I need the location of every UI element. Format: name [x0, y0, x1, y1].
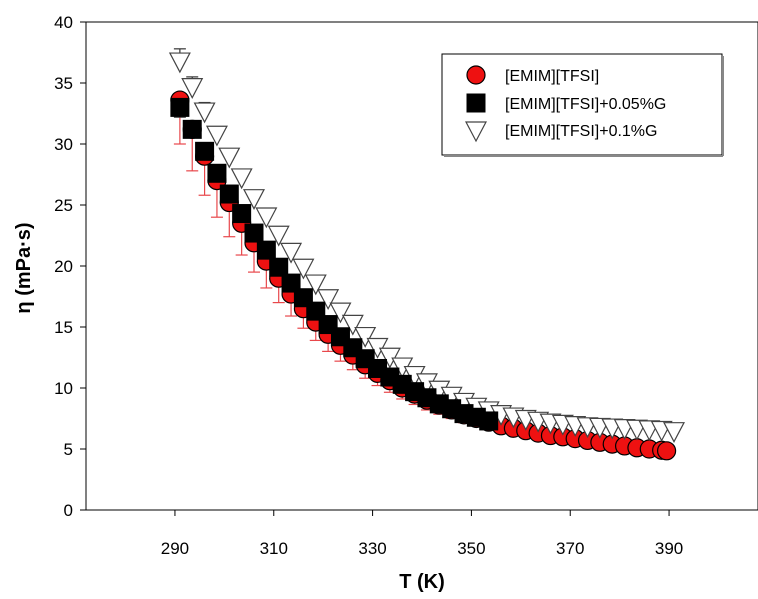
data-point — [479, 411, 499, 431]
data-point — [281, 273, 301, 293]
data-point — [255, 207, 278, 229]
y-tick-label: 20 — [54, 257, 73, 276]
y-axis-title: η (mPa·s) — [13, 222, 35, 313]
y-tick-label: 0 — [64, 501, 73, 520]
data-point — [354, 326, 377, 348]
legend-label-0: [EMIM][TFSI] — [505, 68, 599, 85]
x-tick-label: 370 — [556, 539, 584, 558]
data-point — [193, 102, 216, 124]
y-axis: 0 5 10 15 20 25 30 35 40 — [54, 13, 86, 520]
x-tick-label: 390 — [655, 539, 683, 558]
data-point — [195, 141, 215, 161]
y-tick-label: 35 — [54, 74, 73, 93]
data-point — [219, 184, 239, 204]
x-tick-label: 310 — [260, 539, 288, 558]
data-point — [256, 240, 276, 260]
legend-marker-0 — [466, 65, 486, 85]
data-point — [269, 257, 289, 277]
data-point — [182, 119, 202, 139]
data-point — [181, 78, 204, 99]
x-tick-label: 290 — [161, 539, 189, 558]
data-point — [341, 314, 364, 336]
y-tick-label: 25 — [54, 196, 73, 215]
data-point — [329, 302, 352, 324]
data-point — [207, 163, 227, 183]
data-point — [230, 168, 253, 190]
legend: [EMIM][TFSI] [EMIM][TFSI]+0.05%G [EMIM][… — [441, 53, 724, 157]
data-point — [267, 225, 290, 247]
data-point — [170, 97, 190, 117]
y-tick-label: 10 — [54, 379, 73, 398]
x-axis: 290 310 330 350 370 390 — [161, 510, 683, 558]
y-tick-label: 15 — [54, 318, 73, 337]
data-point — [232, 204, 252, 224]
x-axis-title: T (K) — [399, 571, 445, 593]
y-tick-label: 30 — [54, 135, 73, 154]
x-tick-label: 350 — [457, 539, 485, 558]
data-point — [168, 52, 191, 74]
data-points — [168, 52, 685, 461]
data-point — [205, 125, 228, 147]
y-tick-label: 40 — [54, 13, 73, 32]
data-point — [218, 147, 241, 169]
legend-marker-2 — [465, 121, 487, 143]
legend-label-1: [EMIM][TFSI]+0.05%G — [505, 96, 666, 113]
data-point — [663, 422, 685, 443]
legend-box — [441, 53, 723, 156]
data-point — [280, 242, 303, 264]
data-point — [317, 289, 340, 311]
series-2 — [168, 52, 685, 443]
data-point — [292, 258, 315, 280]
x-tick-label: 330 — [358, 539, 386, 558]
legend-label-2: [EMIM][TFSI]+0.1%G — [505, 123, 657, 140]
data-point — [243, 189, 265, 210]
data-point — [244, 223, 264, 243]
data-point — [304, 274, 327, 296]
legend-marker-1 — [466, 93, 486, 113]
data-point — [656, 441, 677, 461]
series-1 — [170, 97, 499, 431]
y-tick-label: 5 — [64, 440, 73, 459]
